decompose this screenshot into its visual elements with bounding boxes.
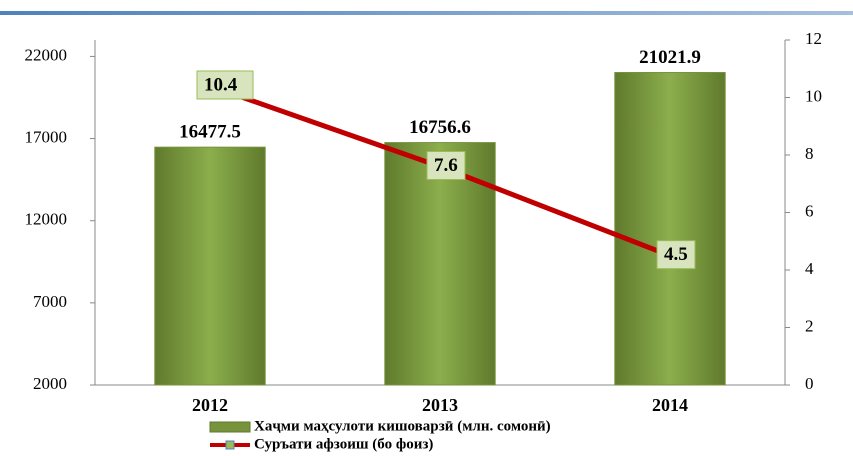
y-tick-label: 2000 (33, 374, 67, 393)
y2-tick-label: 0 (805, 374, 814, 393)
label-box (426, 151, 466, 180)
y-tick-label: 22000 (25, 45, 68, 64)
label-box (196, 70, 254, 100)
data-label: 10.4 (204, 74, 238, 95)
y-tick-label: 12000 (25, 210, 68, 229)
x-tick-label: 2014 (652, 395, 688, 415)
x-tick-label: 2012 (192, 395, 228, 415)
bar (154, 146, 266, 386)
legend-marker (225, 440, 235, 450)
legend-label: Суръати афзоиш (бо фоиз) (254, 436, 433, 452)
y2-tick-label: 2 (805, 316, 814, 335)
bar (614, 71, 726, 386)
data-label: 21021.9 (639, 47, 701, 68)
y-tick-label: 17000 (25, 127, 68, 146)
y2-tick-label: 8 (805, 144, 814, 163)
y2-tick-label: 6 (805, 201, 814, 220)
header-rule (0, 11, 853, 15)
data-label: 16477.5 (179, 122, 241, 143)
data-label: 16756.6 (409, 117, 471, 138)
data-label: 7.6 (434, 155, 458, 176)
legend-swatch (209, 421, 251, 433)
label-box (656, 240, 696, 270)
y2-tick-label: 12 (805, 29, 822, 48)
y2-tick-label: 10 (805, 86, 822, 105)
legend-label: Хаҷми маҳсулоти кишоварзӣ (млн. сомонӣ) (254, 418, 551, 434)
x-tick-label: 2013 (422, 395, 458, 415)
y2-tick-label: 4 (805, 259, 814, 278)
data-label: 4.5 (664, 244, 688, 265)
y-tick-label: 7000 (33, 292, 67, 311)
